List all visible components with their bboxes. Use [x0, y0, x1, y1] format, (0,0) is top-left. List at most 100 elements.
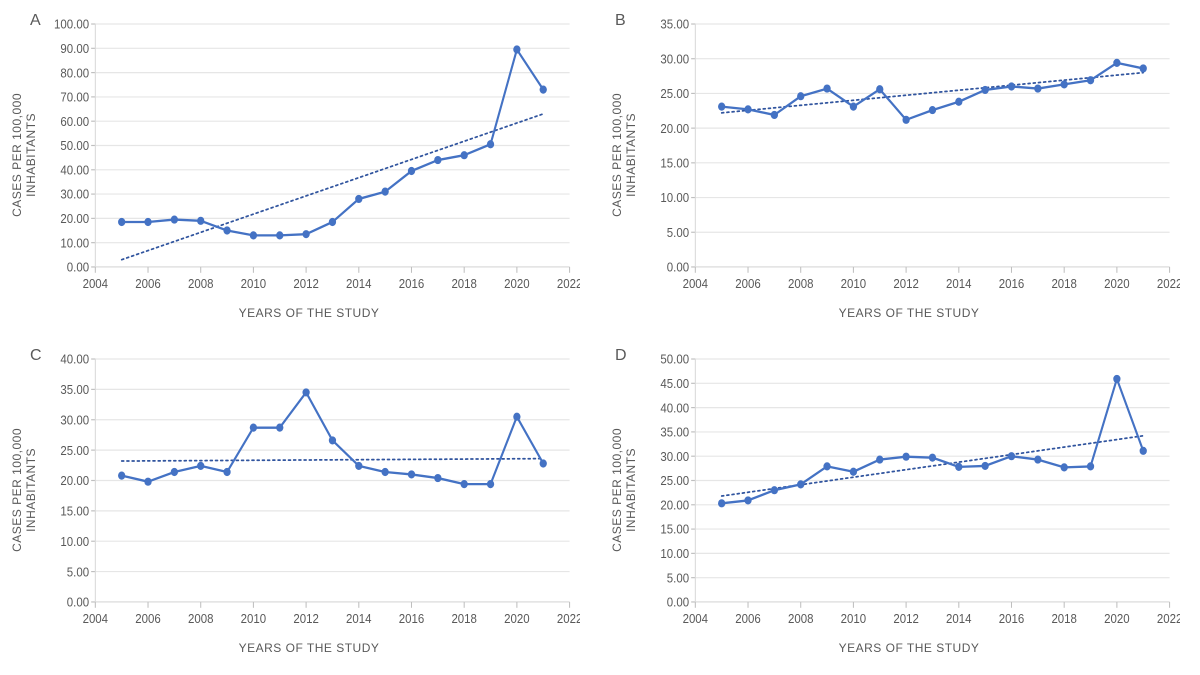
data-point [929, 454, 936, 462]
x-tick-label: 2020 [504, 276, 530, 291]
data-point [1140, 64, 1147, 72]
x-tick-label: 2022 [557, 611, 580, 626]
x-tick-label: 2014 [346, 276, 372, 291]
x-tick-label: 2010 [241, 276, 267, 291]
data-point [823, 462, 830, 470]
data-point [513, 413, 520, 421]
data-point [929, 106, 936, 114]
plot-column: 0.0010.0020.0030.0040.0050.0060.0070.008… [38, 10, 580, 320]
chart-wrap: CASES PER 100,000 INHABITANTS0.005.0010.… [610, 345, 1180, 655]
data-point [1113, 375, 1120, 383]
data-point [302, 230, 309, 238]
data-point [718, 499, 725, 507]
y-tick-label: 10.00 [60, 534, 89, 549]
data-point [408, 470, 415, 478]
y-tick-label: 100.00 [54, 17, 89, 32]
data-point [902, 116, 909, 124]
plot-area: 0.0010.0020.0030.0040.0050.0060.0070.008… [38, 10, 580, 302]
x-tick-label: 2006 [735, 611, 761, 626]
y-tick-label: 40.00 [60, 352, 89, 367]
data-point [197, 462, 204, 470]
y-tick-label: 80.00 [60, 66, 89, 81]
data-point [1034, 84, 1041, 92]
data-point [171, 468, 178, 476]
x-tick-label: 2018 [451, 611, 477, 626]
data-point [1140, 447, 1147, 455]
x-tick-label: 2008 [788, 276, 814, 291]
data-point [250, 424, 257, 432]
x-tick-label: 2006 [135, 611, 161, 626]
data-point [1113, 59, 1120, 67]
x-tick-label: 2010 [841, 276, 867, 291]
data-point [302, 388, 309, 396]
x-axis-title: YEARS OF THE STUDY [638, 641, 1180, 655]
chart-svg: 0.005.0010.0015.0020.0025.0030.0035.0040… [638, 345, 1180, 637]
y-tick-label: 60.00 [60, 114, 89, 129]
chart-panel-a: ACASES PER 100,000 INHABITANTS0.0010.002… [10, 10, 580, 320]
data-point [1087, 462, 1094, 470]
x-axis-title: YEARS OF THE STUDY [638, 306, 1180, 320]
y-tick-label: 0.00 [67, 595, 90, 610]
x-tick-label: 2006 [735, 276, 761, 291]
data-point [955, 463, 962, 471]
data-point [197, 217, 204, 225]
y-tick-label: 5.00 [667, 225, 690, 240]
y-tick-label: 15.00 [660, 522, 689, 537]
data-point [487, 140, 494, 148]
y-tick-label: 10.00 [660, 546, 689, 561]
plot-area: 0.005.0010.0015.0020.0025.0030.0035.0020… [638, 10, 1180, 302]
x-tick-label: 2016 [999, 276, 1025, 291]
data-point [408, 167, 415, 175]
x-tick-label: 2010 [841, 611, 867, 626]
data-point [1061, 80, 1068, 88]
x-tick-label: 2018 [1051, 276, 1077, 291]
chart-panel-b: BCASES PER 100,000 INHABITANTS0.005.0010… [610, 10, 1180, 320]
data-point [876, 456, 883, 464]
data-point [223, 468, 230, 476]
data-point [144, 478, 151, 486]
data-point [981, 462, 988, 470]
data-point [461, 151, 468, 159]
x-tick-label: 2020 [1104, 611, 1130, 626]
x-tick-label: 2020 [504, 611, 530, 626]
chart-wrap: CASES PER 100,000 INHABITANTS0.0010.0020… [10, 10, 580, 320]
y-tick-label: 50.00 [660, 352, 689, 367]
y-tick-label: 35.00 [660, 17, 689, 32]
trend-line [122, 459, 544, 461]
x-tick-label: 2014 [946, 611, 972, 626]
x-tick-label: 2016 [399, 611, 425, 626]
y-tick-label: 30.00 [60, 187, 89, 202]
chart-panel-d: DCASES PER 100,000 INHABITANTS0.005.0010… [610, 345, 1180, 655]
x-tick-label: 2008 [188, 611, 214, 626]
data-point [876, 85, 883, 93]
y-axis-title: CASES PER 100,000 INHABITANTS [610, 93, 638, 217]
y-tick-label: 20.00 [660, 498, 689, 513]
x-tick-label: 2020 [1104, 276, 1130, 291]
y-axis-title: CASES PER 100,000 INHABITANTS [10, 428, 38, 552]
x-tick-label: 2012 [893, 276, 919, 291]
data-point [744, 496, 751, 504]
y-tick-label: 0.00 [667, 260, 690, 275]
data-point [902, 453, 909, 461]
x-tick-label: 2022 [1157, 611, 1180, 626]
x-tick-label: 2004 [83, 611, 109, 626]
chart-grid: ACASES PER 100,000 INHABITANTS0.0010.002… [0, 0, 1200, 675]
x-tick-label: 2010 [241, 611, 267, 626]
y-tick-label: 35.00 [660, 425, 689, 440]
y-tick-label: 40.00 [60, 163, 89, 178]
y-tick-label: 35.00 [60, 382, 89, 397]
data-point [355, 195, 362, 203]
data-point [850, 103, 857, 111]
x-tick-label: 2008 [788, 611, 814, 626]
x-tick-label: 2008 [188, 276, 214, 291]
y-tick-label: 10.00 [60, 236, 89, 251]
data-point [718, 103, 725, 111]
chart-svg: 0.0010.0020.0030.0040.0050.0060.0070.008… [38, 10, 580, 302]
plot-column: 0.005.0010.0015.0020.0025.0030.0035.0020… [638, 10, 1180, 320]
data-point [513, 45, 520, 53]
y-tick-label: 25.00 [660, 86, 689, 101]
y-tick-label: 30.00 [60, 413, 89, 428]
y-tick-label: 20.00 [60, 211, 89, 226]
data-line [122, 50, 544, 236]
data-point [540, 86, 547, 94]
